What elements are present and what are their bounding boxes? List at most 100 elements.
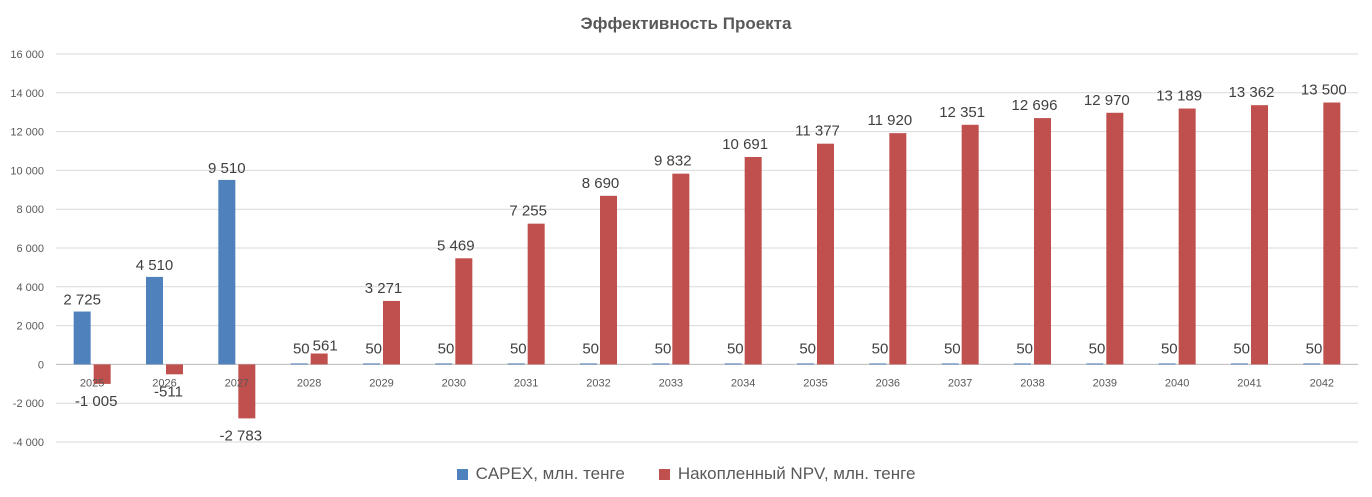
capex-data-label: 50: [510, 340, 527, 357]
capex-bar: [507, 363, 525, 365]
y-tick-label: 6 000: [16, 243, 44, 255]
npv-data-label: 10 691: [722, 136, 768, 153]
capex-bar: [652, 363, 670, 365]
npv-bar: [1178, 108, 1196, 365]
npv-data-label: -1 005: [75, 393, 118, 410]
npv-bar: [744, 156, 762, 365]
capex-bar: [435, 363, 453, 365]
npv-bar: [600, 195, 617, 365]
npv-bar: [166, 364, 183, 375]
capex-bar: [1303, 363, 1321, 365]
capex-bar: [290, 363, 308, 365]
y-tick-label: 8 000: [16, 204, 44, 216]
x-tick-label: 2034: [731, 377, 755, 389]
x-tick-label: 2025: [80, 377, 104, 389]
x-tick-label: 2038: [1020, 377, 1044, 389]
x-tick-label: 2029: [369, 377, 393, 389]
npv-bar: [817, 143, 834, 365]
npv-data-label: 561: [313, 338, 338, 355]
capex-data-label: 50: [1233, 340, 1250, 357]
y-tick-label: 4 000: [16, 282, 44, 294]
capex-bar: [580, 363, 597, 365]
legend-item-npv: Накопленный NPV, млн. тенге: [658, 464, 916, 484]
x-tick-label: 2041: [1237, 377, 1261, 389]
npv-data-label: 13 500: [1301, 82, 1347, 99]
npv-bar: [1106, 112, 1124, 365]
npv-data-label: -511: [154, 383, 183, 400]
x-tick-label: 2028: [297, 377, 321, 389]
npv-bar: [527, 223, 545, 365]
npv-data-label: 7 255: [509, 203, 547, 220]
npv-bar: [93, 364, 111, 384]
x-tick-label: 2042: [1310, 377, 1334, 389]
capex-data-label: 50: [727, 340, 744, 357]
capex-bar: [218, 179, 236, 365]
npv-bar: [383, 300, 400, 365]
capex-bar: [73, 311, 91, 365]
x-tick-label: 2040: [1165, 377, 1189, 389]
npv-data-label: 13 189: [1156, 88, 1202, 105]
legend-item-capex: CAPEX, млн. тенге: [456, 464, 625, 484]
npv-data-label: 12 970: [1084, 92, 1130, 109]
y-tick-label: 10 000: [10, 165, 44, 177]
npv-data-label: -2 783: [220, 427, 263, 444]
capex-bar: [797, 363, 814, 365]
capex-data-label: 50: [365, 340, 382, 357]
y-tick-label: -2 000: [13, 398, 44, 410]
npv-bar: [889, 133, 907, 365]
y-tick-label: -4 000: [13, 437, 44, 449]
capex-bar: [1086, 363, 1104, 365]
capex-data-label: 50: [582, 340, 599, 357]
capex-bar: [941, 363, 959, 365]
y-tick-label: 2 000: [16, 321, 44, 333]
npv-bar: [1323, 102, 1341, 365]
capex-data-label: 50: [438, 340, 455, 357]
x-tick-label: 2035: [803, 377, 827, 389]
capex-data-label: 50: [1089, 340, 1106, 357]
x-tick-label: 2027: [225, 377, 249, 389]
capex-data-label: 50: [293, 340, 310, 357]
npv-data-label: 8 690: [582, 175, 620, 192]
legend-swatch-capex: [456, 468, 468, 480]
npv-data-label: 5 469: [437, 237, 475, 254]
npv-bar: [1034, 118, 1051, 365]
x-tick-label: 2033: [659, 377, 683, 389]
capex-data-label: 50: [944, 340, 961, 357]
npv-bar: [310, 353, 328, 365]
npv-bar: [961, 124, 979, 365]
chart-title: Эффективность Проекта: [580, 14, 792, 33]
x-tick-label: 2026: [152, 377, 176, 389]
npv-data-label: 13 362: [1229, 84, 1275, 101]
capex-data-label: 9 510: [208, 160, 246, 177]
x-tick-label: 2032: [586, 377, 610, 389]
npv-data-label: 12 351: [939, 104, 985, 121]
capex-data-label: 50: [1306, 340, 1323, 357]
npv-data-label: 11 920: [867, 112, 912, 129]
x-tick-label: 2037: [948, 377, 972, 389]
y-tick-label: 0: [38, 359, 44, 371]
capex-bar: [869, 363, 887, 365]
npv-bar: [1251, 105, 1268, 365]
npv-bar: [455, 258, 473, 365]
y-tick-label: 14 000: [10, 88, 44, 100]
npv-bar: [238, 364, 256, 419]
x-tick-label: 2036: [876, 377, 900, 389]
x-tick-label: 2039: [1093, 377, 1117, 389]
legend-label-capex: CAPEX, млн. тенге: [475, 464, 625, 483]
npv-bar: [672, 173, 690, 365]
npv-data-label: 3 271: [365, 280, 403, 297]
y-tick-label: 12 000: [10, 127, 44, 139]
chart-legend: CAPEX, млн. тенге Накопленный NPV, млн. …: [0, 464, 1372, 484]
x-tick-label: 2031: [514, 377, 538, 389]
capex-bar: [724, 363, 742, 365]
capex-data-label: 50: [1016, 340, 1033, 357]
capex-bar: [363, 363, 380, 365]
capex-data-label: 4 510: [136, 257, 174, 274]
legend-swatch-npv: [658, 468, 670, 480]
capex-bar: [1158, 363, 1176, 365]
capex-bar: [146, 276, 163, 365]
legend-label-npv: Накопленный NPV, млн. тенге: [677, 464, 916, 483]
capex-bar: [1231, 363, 1248, 365]
